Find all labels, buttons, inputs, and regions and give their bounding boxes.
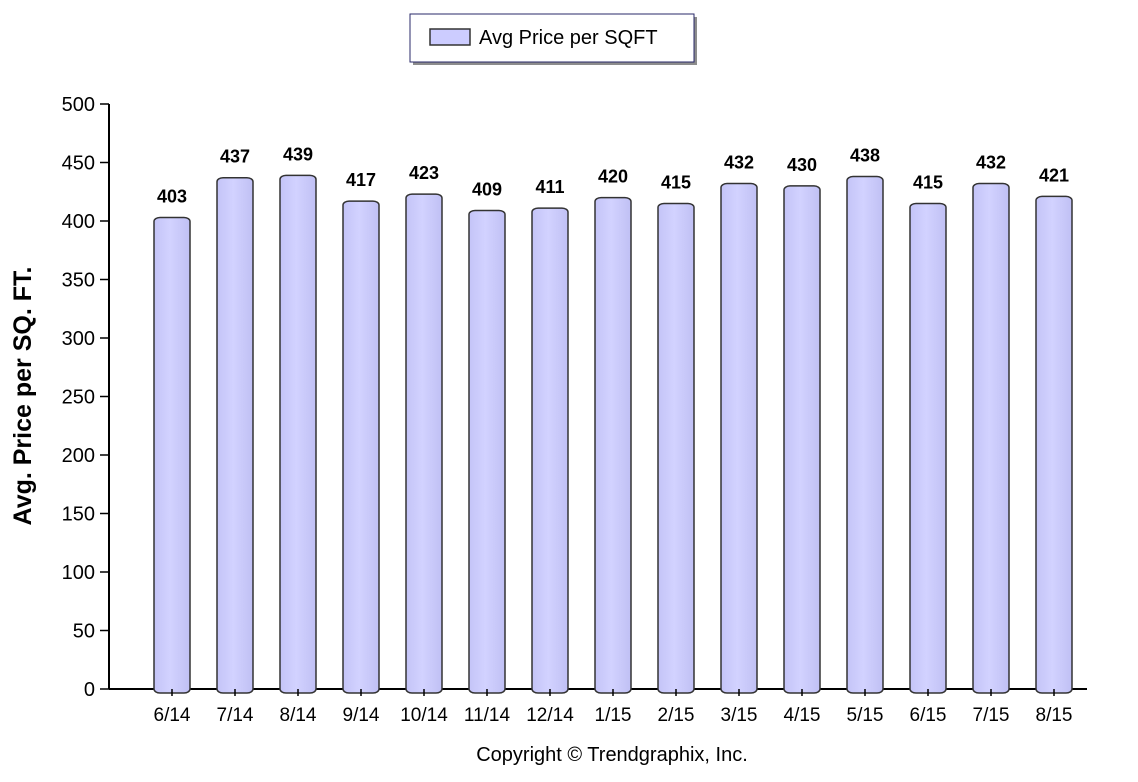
x-axis-ticks: 6/14 7/14 8/14 9/14 10/14 11/14 12/14 1/15 2/15 3… [154,689,1073,726]
bar [531,207,569,694]
bar [783,185,821,694]
bar-series [153,174,1073,694]
x-tick-label: 9/14 [343,705,380,726]
bar [153,216,191,694]
y-tick-label: 200 [62,445,95,467]
x-tick-label: 6/15 [910,705,947,726]
x-tick-label: 12/14 [526,705,574,726]
bar [216,176,254,694]
x-tick-label: 4/15 [784,705,821,726]
bar [279,174,317,694]
bar-value-label: 411 [535,177,564,197]
bar [405,193,443,694]
y-tick-label: 100 [62,562,95,584]
y-axis-ticks: 0 50 100 150 200 250 300 350 400 450 500 [62,94,109,701]
bar-value-label: 439 [283,144,313,164]
bar [594,196,632,694]
y-tick-label: 0 [84,679,95,701]
bar [720,182,758,694]
bar-value-label: 420 [598,167,628,187]
bar [342,200,380,694]
bar-value-label: 437 [220,147,250,167]
bar-value-label: 403 [157,186,187,206]
y-axis-title: Avg. Price per SQ. FT. [9,267,37,526]
y-tick-label: 300 [62,328,95,350]
x-tick-label: 7/15 [973,705,1010,726]
bar-value-label: 415 [913,172,943,192]
bar-value-label: 417 [346,170,376,190]
x-tick-label: 8/14 [280,705,317,726]
copyright-footer: Copyright © Trendgraphix, Inc. [476,744,748,766]
x-tick-label: 7/14 [217,705,254,726]
legend-label: Avg Price per SQFT [479,27,658,49]
bar-value-label: 432 [724,153,754,173]
x-tick-label: 5/15 [847,705,884,726]
x-tick-label: 6/14 [154,705,191,726]
y-tick-label: 50 [73,621,95,643]
bar-value-label: 423 [409,163,439,183]
y-tick-label: 350 [62,270,95,292]
x-tick-label: 2/15 [658,705,695,726]
bar-value-label: 438 [850,146,880,166]
bar-value-label: 432 [976,153,1006,173]
bar-value-label: 430 [787,155,817,175]
bar-value-label: 421 [1039,165,1069,185]
bar [1035,195,1073,694]
bar [468,209,506,694]
y-tick-label: 150 [62,504,95,526]
x-tick-label: 1/15 [595,705,632,726]
y-tick-label: 400 [62,211,95,233]
bar-value-label: 415 [661,172,691,192]
bar [972,182,1010,694]
x-tick-label: 8/15 [1036,705,1073,726]
y-tick-label: 500 [62,94,95,116]
legend-swatch [429,28,471,46]
bar [657,202,695,694]
bar [846,175,884,694]
legend: Avg Price per SQFT [409,13,697,65]
bar [909,202,947,694]
bar-value-label: 409 [472,179,502,199]
x-tick-label: 3/15 [721,705,758,726]
data-labels: 403 437 439 417 423 409 411 420 415 432 430 438 415 4… [157,144,1069,206]
x-tick-label: 10/14 [400,705,448,726]
y-tick-label: 250 [62,387,95,409]
x-tick-label: 11/14 [464,705,511,726]
y-tick-label: 450 [62,153,95,175]
